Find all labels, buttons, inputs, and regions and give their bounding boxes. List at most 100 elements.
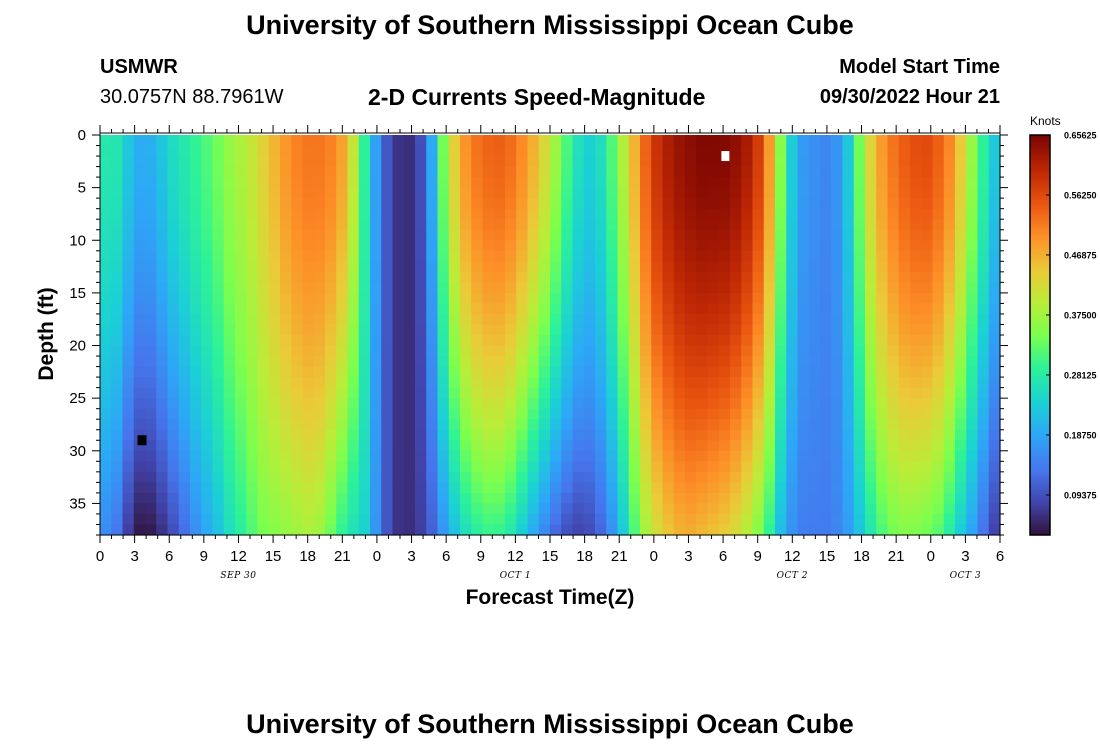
- heatmap-cell: [572, 429, 585, 441]
- heatmap-cell: [111, 177, 124, 189]
- heatmap-cell: [606, 524, 619, 536]
- heatmap-cell: [538, 450, 551, 462]
- heatmap-cell: [820, 208, 832, 220]
- heatmap-cell: [235, 345, 247, 357]
- heatmap-cell: [595, 261, 607, 273]
- heatmap-cell: [808, 198, 821, 210]
- heatmap-cell: [325, 482, 337, 494]
- heatmap-cell: [426, 240, 439, 252]
- heatmap-cell: [291, 229, 304, 241]
- heatmap-cell: [741, 335, 754, 347]
- heatmap-cell: [685, 208, 697, 220]
- heatmap-cell: [628, 292, 641, 305]
- heatmap-cell: [437, 292, 450, 305]
- colorbar-segment: [1030, 212, 1050, 216]
- heatmap-cell: [156, 419, 169, 431]
- heatmap-cell: [223, 345, 236, 357]
- heatmap-cell: [370, 324, 382, 336]
- heatmap-cell: [471, 229, 484, 241]
- heatmap-cell: [988, 492, 1001, 505]
- heatmap-cell: [910, 419, 922, 431]
- heatmap-cell: [471, 145, 484, 157]
- colorbar-segment: [1030, 422, 1050, 426]
- heatmap-cell: [358, 313, 371, 326]
- heatmap-cell: [291, 198, 304, 210]
- heatmap-cell: [505, 156, 517, 168]
- heatmap-cell: [415, 503, 427, 515]
- heatmap-cell: [651, 208, 664, 220]
- heatmap-cell: [482, 166, 495, 178]
- heatmap-cell: [223, 219, 236, 231]
- heatmap-cell: [482, 229, 495, 241]
- heatmap-cell: [707, 440, 720, 452]
- heatmap-cell: [471, 135, 484, 147]
- heatmap-cell: [493, 471, 506, 483]
- heatmap-cell: [842, 335, 855, 347]
- heatmap-cell: [842, 177, 855, 189]
- heatmap-cell: [617, 166, 630, 178]
- heatmap-cell: [178, 177, 191, 189]
- heatmap-cell: [898, 166, 911, 178]
- heatmap-cell: [505, 292, 517, 305]
- heatmap-cell: [561, 387, 574, 399]
- heatmap-cell: [156, 198, 169, 210]
- heatmap-cell: [527, 440, 540, 452]
- heatmap-cell: [111, 419, 124, 431]
- heatmap-cell: [797, 177, 810, 189]
- heatmap-cell: [448, 198, 461, 210]
- heatmap-cell: [201, 208, 214, 220]
- heatmap-cell: [302, 429, 315, 441]
- heatmap-cell: [673, 482, 686, 494]
- heatmap-cell: [122, 303, 135, 315]
- heatmap-cell: [617, 345, 630, 357]
- heatmap-cell: [381, 261, 394, 273]
- colorbar-segment: [1030, 505, 1050, 509]
- heatmap-cell: [966, 145, 979, 157]
- heatmap-cell: [673, 450, 686, 462]
- colorbar-segment: [1030, 172, 1050, 176]
- heatmap-cell: [111, 303, 124, 315]
- heatmap-cell: [482, 219, 495, 231]
- heatmap-cell: [707, 408, 720, 420]
- heatmap-cell: [246, 229, 259, 241]
- heatmap-cell: [437, 387, 450, 399]
- heatmap-cell: [955, 408, 967, 420]
- heatmap-cell: [257, 461, 270, 473]
- heatmap-cell: [280, 177, 292, 189]
- heatmap-cell: [482, 250, 495, 262]
- heatmap-cell: [100, 398, 112, 410]
- heatmap-cell: [673, 271, 686, 283]
- heatmap-cell: [190, 524, 202, 536]
- heatmap-cell: [831, 219, 844, 231]
- heatmap-cell: [763, 482, 776, 494]
- heatmap-cell: [145, 524, 157, 536]
- heatmap-cell: [505, 513, 517, 526]
- heatmap-cell: [820, 482, 832, 494]
- heatmap-cell: [235, 366, 247, 378]
- colorbar-segment: [1030, 465, 1050, 469]
- heatmap-cell: [100, 419, 112, 431]
- heatmap-cell: [167, 471, 180, 483]
- date-label: OCT 2: [777, 571, 808, 581]
- heatmap-cell: [403, 429, 416, 441]
- heatmap-cell: [572, 240, 585, 252]
- heatmap-cell: [190, 229, 202, 241]
- heatmap-cell: [831, 229, 844, 241]
- heatmap-cell: [718, 219, 731, 231]
- heatmap-cell: [482, 482, 495, 494]
- heatmap-cell: [111, 261, 124, 273]
- heatmap-cell: [583, 387, 596, 399]
- heatmap-cell: [358, 440, 371, 452]
- heatmap-cell: [156, 398, 169, 410]
- heatmap-cell: [786, 492, 799, 505]
- heatmap-cell: [763, 303, 776, 315]
- heatmap-cell: [887, 198, 900, 210]
- heatmap-cell: [313, 292, 326, 305]
- heatmap-cell: [235, 461, 247, 473]
- heatmap-cell: [842, 145, 855, 157]
- heatmap-cell: [156, 335, 169, 347]
- heatmap-cell: [842, 240, 855, 252]
- heatmap-cell: [932, 198, 945, 210]
- heatmap-cell: [696, 156, 709, 168]
- colorbar-segment: [1030, 482, 1050, 486]
